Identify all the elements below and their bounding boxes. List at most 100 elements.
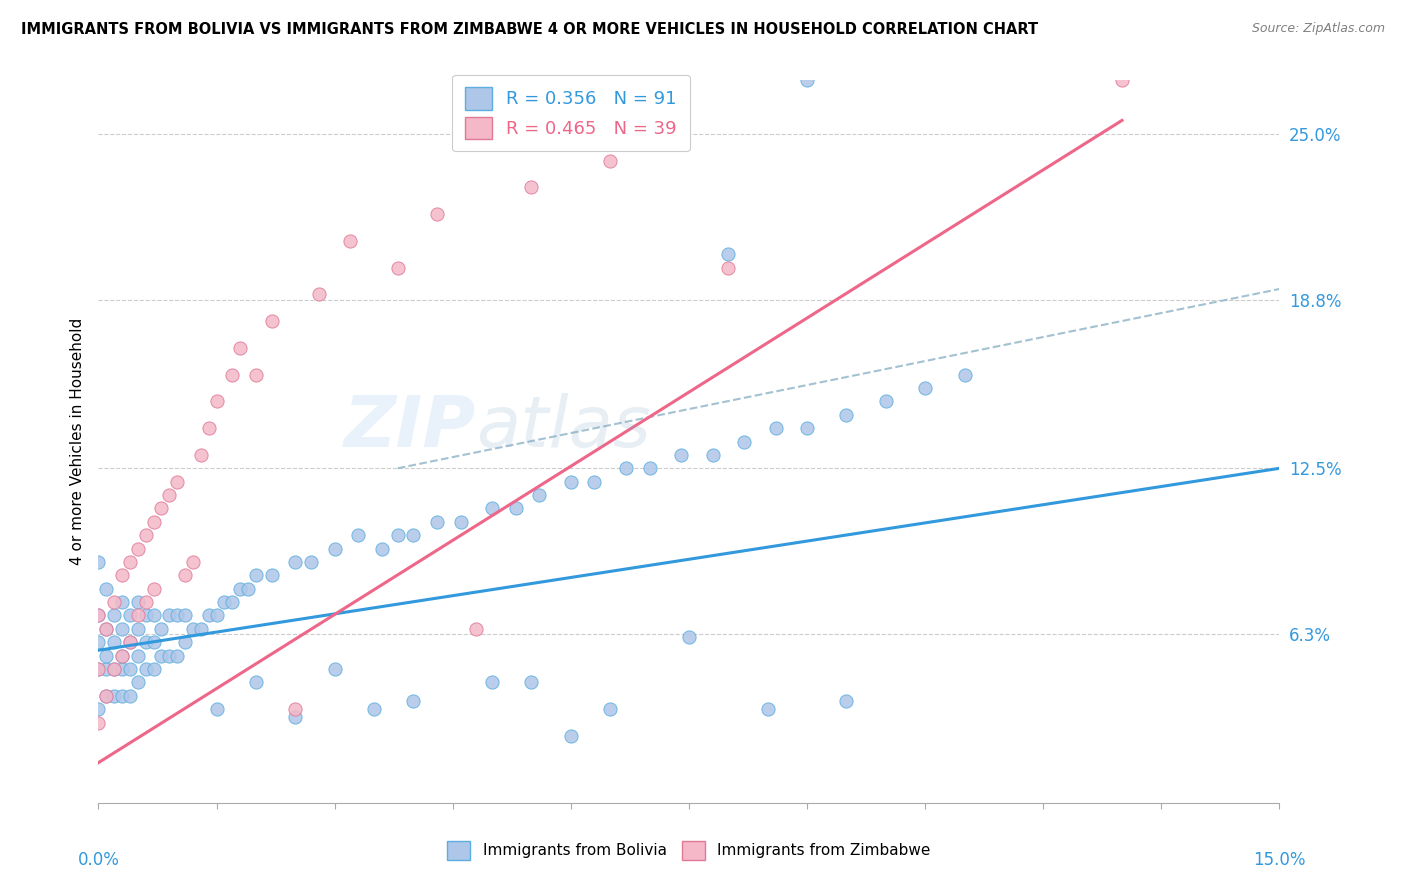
Point	[339, 234, 361, 248]
Point	[127, 541, 149, 556]
Point	[529, 488, 551, 502]
Point	[560, 729, 582, 743]
Point	[221, 368, 243, 382]
Point	[127, 675, 149, 690]
Point	[229, 582, 252, 596]
Point	[96, 689, 118, 703]
Point	[135, 662, 157, 676]
Text: atlas: atlas	[477, 392, 651, 461]
Point	[166, 608, 188, 623]
Point	[157, 488, 180, 502]
Point	[236, 582, 259, 596]
Point	[142, 515, 165, 529]
Point	[174, 635, 197, 649]
Point	[914, 381, 936, 395]
Point	[118, 608, 141, 623]
Text: 15.0%: 15.0%	[1253, 851, 1306, 869]
Point	[402, 528, 425, 542]
Point	[96, 622, 118, 636]
Point	[678, 630, 700, 644]
Point	[96, 582, 118, 596]
Point	[1111, 73, 1133, 87]
Point	[111, 689, 134, 703]
Text: IMMIGRANTS FROM BOLIVIA VS IMMIGRANTS FROM ZIMBABWE 4 OR MORE VEHICLES IN HOUSEH: IMMIGRANTS FROM BOLIVIA VS IMMIGRANTS FR…	[21, 22, 1038, 37]
Point	[481, 675, 503, 690]
Point	[284, 702, 307, 716]
Point	[835, 694, 858, 708]
Point	[426, 207, 449, 221]
Point	[87, 715, 110, 730]
Point	[87, 662, 110, 676]
Point	[717, 247, 740, 261]
Point	[197, 421, 219, 435]
Point	[465, 622, 488, 636]
Point	[214, 595, 236, 609]
Point	[103, 608, 125, 623]
Point	[87, 608, 110, 623]
Point	[260, 314, 283, 328]
Point	[520, 180, 543, 194]
Point	[103, 662, 125, 676]
Point	[150, 648, 173, 663]
Point	[796, 421, 818, 435]
Point	[118, 689, 141, 703]
Point	[127, 595, 149, 609]
Point	[402, 694, 425, 708]
Legend: Immigrants from Bolivia, Immigrants from Zimbabwe: Immigrants from Bolivia, Immigrants from…	[440, 833, 938, 867]
Point	[245, 368, 267, 382]
Point	[583, 475, 606, 489]
Point	[245, 568, 267, 582]
Point	[221, 595, 243, 609]
Point	[103, 662, 125, 676]
Y-axis label: 4 or more Vehicles in Household: 4 or more Vehicles in Household	[69, 318, 84, 566]
Text: Source: ZipAtlas.com: Source: ZipAtlas.com	[1251, 22, 1385, 36]
Point	[103, 635, 125, 649]
Point	[450, 515, 472, 529]
Point	[599, 702, 621, 716]
Point	[142, 662, 165, 676]
Point	[87, 608, 110, 623]
Point	[371, 541, 394, 556]
Point	[875, 394, 897, 409]
Point	[835, 408, 858, 422]
Point	[127, 622, 149, 636]
Point	[118, 635, 141, 649]
Point	[166, 648, 188, 663]
Point	[387, 528, 409, 542]
Point	[111, 648, 134, 663]
Point	[142, 582, 165, 596]
Point	[669, 448, 692, 462]
Point	[756, 702, 779, 716]
Point	[560, 475, 582, 489]
Point	[96, 622, 118, 636]
Point	[505, 501, 527, 516]
Point	[387, 260, 409, 275]
Point	[953, 368, 976, 382]
Point	[733, 434, 755, 449]
Point	[157, 648, 180, 663]
Point	[520, 675, 543, 690]
Point	[135, 635, 157, 649]
Point	[229, 341, 252, 355]
Point	[284, 710, 307, 724]
Point	[205, 702, 228, 716]
Point	[111, 568, 134, 582]
Point	[103, 595, 125, 609]
Point	[127, 608, 149, 623]
Point	[135, 528, 157, 542]
Point	[166, 475, 188, 489]
Point	[157, 608, 180, 623]
Point	[190, 622, 212, 636]
Point	[765, 421, 787, 435]
Point	[111, 595, 134, 609]
Point	[796, 73, 818, 87]
Point	[118, 555, 141, 569]
Point	[323, 541, 346, 556]
Point	[150, 501, 173, 516]
Point	[323, 662, 346, 676]
Point	[702, 448, 724, 462]
Point	[111, 622, 134, 636]
Point	[284, 555, 307, 569]
Point	[205, 394, 228, 409]
Point	[638, 461, 661, 475]
